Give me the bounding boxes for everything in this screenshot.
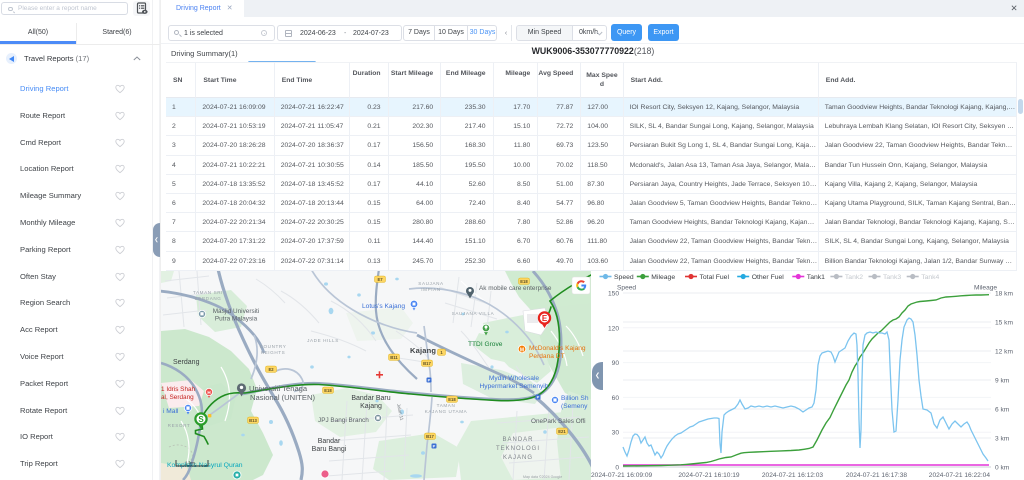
svg-text:Tank2: Tank2 [845, 274, 863, 281]
svg-text:2024-07-21 16:12:03: 2024-07-21 16:12:03 [762, 472, 824, 479]
svg-text:Tank1: Tank1 [807, 274, 825, 281]
svg-text:Hypermarket Semenyih: Hypermarket Semenyih [480, 383, 549, 390]
svg-text:B17: B17 [426, 434, 434, 439]
svg-text:S: S [198, 415, 204, 424]
svg-text:E7: E7 [377, 277, 383, 282]
svg-text:2024-07-21 16:10:19: 2024-07-21 16:10:19 [678, 472, 740, 479]
svg-text:Tank3: Tank3 [883, 274, 901, 281]
svg-text:Billion Sh: Billion Sh [561, 395, 589, 402]
svg-text:120: 120 [608, 325, 619, 332]
svg-text:P: P [537, 395, 540, 400]
svg-text:Mileage: Mileage [651, 274, 675, 281]
svg-text:Serdang: Serdang [173, 359, 200, 366]
svg-text:HEIGHTS: HEIGHTS [261, 350, 286, 355]
svg-text:al, Serdang: al, Serdang [161, 394, 194, 401]
svg-text:Universiti Tenaga: Universiti Tenaga [249, 384, 308, 393]
svg-text:0 km: 0 km [995, 465, 1010, 472]
svg-text:H: H [207, 390, 211, 395]
svg-text:TEKNOLOGI: TEKNOLOGI [496, 446, 540, 452]
svg-text:McDonald's Kajang: McDonald's Kajang [529, 345, 586, 352]
svg-text:B13: B13 [249, 418, 257, 423]
svg-text:1: 1 [440, 350, 443, 355]
svg-text:150: 150 [608, 291, 619, 298]
svg-text:2024-07-21 16:09:09: 2024-07-21 16:09:09 [591, 472, 653, 479]
svg-text:E: E [542, 314, 548, 323]
svg-text:(Semeny: (Semeny [561, 403, 588, 410]
svg-text:Tank4: Tank4 [921, 274, 939, 281]
svg-text:P: P [433, 444, 436, 449]
svg-text:OnePark Sales Offi: OnePark Sales Offi [531, 418, 586, 425]
svg-text:12 km: 12 km [995, 349, 1013, 356]
svg-text:1 Idris Shah: 1 Idris Shah [161, 386, 196, 393]
svg-text:Kompleks Nasyrul Quran: Kompleks Nasyrul Quran [167, 462, 243, 469]
svg-text:0: 0 [615, 465, 619, 472]
svg-text:RESORT: RESORT [168, 423, 191, 428]
svg-text:M: M [520, 347, 524, 353]
svg-text:9 km: 9 km [995, 378, 1010, 385]
svg-text:COUNTRY: COUNTRY [260, 344, 287, 349]
svg-text:Lotus's Kajang: Lotus's Kajang [362, 303, 405, 310]
svg-text:P: P [428, 378, 431, 383]
svg-text:SAUJANA VILLA: SAUJANA VILLA [452, 311, 495, 316]
svg-text:i Mall: i Mall [163, 408, 179, 415]
svg-text:90: 90 [612, 360, 620, 367]
svg-text:18 km: 18 km [995, 291, 1013, 298]
svg-text:TTDI Grove: TTDI Grove [468, 341, 503, 348]
svg-text:Other Fuel: Other Fuel [752, 274, 785, 281]
svg-text:Map data ©2024 Google: Map data ©2024 Google [523, 475, 562, 479]
svg-text:Masjid Universiti: Masjid Universiti [213, 308, 260, 315]
svg-text:B11: B11 [390, 355, 398, 360]
svg-text:Speed: Speed [614, 274, 634, 281]
svg-text:2024-07-21 16:17:38: 2024-07-21 16:17:38 [846, 472, 908, 479]
svg-text:E2: E2 [268, 367, 274, 372]
svg-text:60: 60 [612, 395, 620, 402]
svg-text:Perdana DT: Perdana DT [529, 353, 565, 360]
svg-text:JPJ Bangi Branch: JPJ Bangi Branch [318, 417, 369, 424]
svg-text:Ak mobile care enterprise: Ak mobile care enterprise [479, 285, 552, 292]
svg-text:KAJANG UTAMA: KAJANG UTAMA [425, 409, 468, 414]
svg-text:E18: E18 [448, 397, 456, 402]
svg-text:E21: E21 [558, 429, 566, 434]
svg-text:30: 30 [612, 430, 620, 437]
svg-text:3 km: 3 km [995, 436, 1010, 443]
svg-text:TAMAN SRI: TAMAN SRI [193, 290, 223, 295]
svg-text:BANDAR: BANDAR [502, 437, 533, 443]
svg-text:Mydin Wholesale: Mydin Wholesale [489, 375, 540, 382]
svg-text:KAJANG: KAJANG [503, 455, 533, 461]
svg-text:B17: B17 [423, 361, 431, 366]
svg-text:15 km: 15 km [995, 320, 1013, 327]
svg-text:IMPIAN: IMPIAN [421, 287, 440, 292]
svg-text:E18: E18 [520, 279, 528, 284]
svg-text:Kajang: Kajang [360, 403, 382, 410]
svg-text:E18: E18 [324, 388, 332, 393]
svg-text:Bandar: Bandar [318, 438, 341, 445]
svg-text:Putra Malaysia: Putra Malaysia [215, 316, 258, 323]
svg-text:TAMAN: TAMAN [437, 403, 456, 408]
svg-text:Baru Bangi: Baru Bangi [312, 446, 347, 453]
svg-text:6 km: 6 km [995, 407, 1010, 414]
svg-text:2024-07-21 16:22:04: 2024-07-21 16:22:04 [929, 472, 991, 479]
svg-text:Speed: Speed [617, 285, 636, 292]
svg-text:SERDANG: SERDANG [195, 296, 222, 301]
svg-text:Bandar Baru: Bandar Baru [351, 395, 390, 402]
svg-text:1 km: 1 km [185, 461, 195, 466]
svg-text:Mileage: Mileage [974, 285, 997, 292]
svg-text:Nasional (UNITEN): Nasional (UNITEN) [250, 393, 315, 402]
svg-text:Jalan 11: Jalan 11 [396, 403, 405, 421]
svg-text:SAUJANA: SAUJANA [418, 281, 444, 286]
svg-text:JADE HILLS: JADE HILLS [307, 338, 339, 343]
svg-text:Kajang: Kajang [410, 346, 436, 355]
svg-text:Total Fuel: Total Fuel [700, 274, 730, 281]
